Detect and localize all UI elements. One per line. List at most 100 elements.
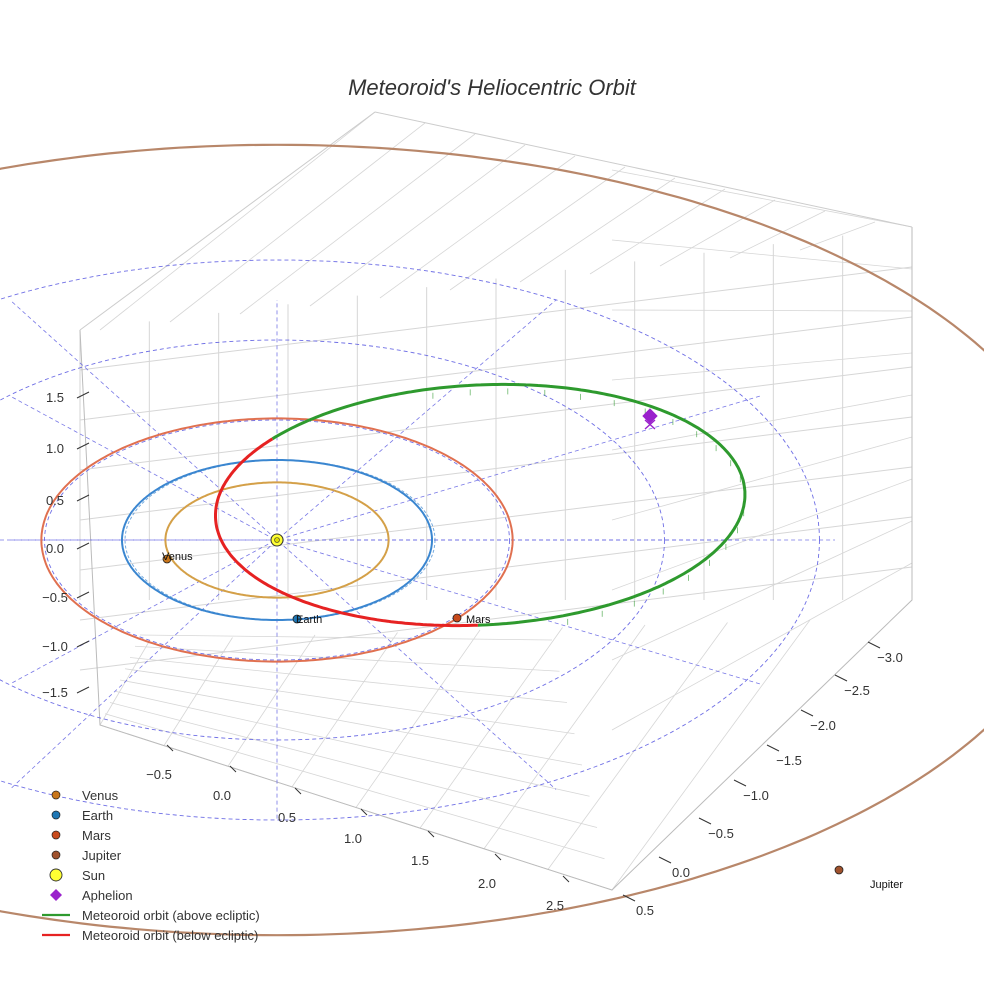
orbit-earth xyxy=(121,459,433,621)
aphelion-projection xyxy=(644,419,656,430)
grid-line xyxy=(611,352,913,381)
grid-line xyxy=(124,668,575,735)
venus-label: Venus xyxy=(162,551,193,563)
axis-edge xyxy=(374,111,913,228)
reference-spoke xyxy=(9,299,276,539)
y-tick-mark xyxy=(733,779,747,787)
legend-label: Meteoroid orbit (above ecliptic) xyxy=(82,908,260,923)
grid-line xyxy=(79,416,913,521)
grid-line xyxy=(611,520,913,661)
grid-line xyxy=(611,619,811,891)
x-tick-mark xyxy=(294,787,302,795)
legend-marker xyxy=(51,830,61,840)
z-tick-mark xyxy=(76,542,90,550)
mars-label: Mars xyxy=(466,614,491,626)
x-tick-mark xyxy=(427,830,435,838)
grid-line xyxy=(129,657,568,703)
mars-marker xyxy=(452,613,462,623)
earth-marker xyxy=(292,614,302,624)
grid-line xyxy=(79,366,913,471)
legend-label: Meteoroid orbit (below ecliptic) xyxy=(82,928,258,943)
reference-spoke xyxy=(9,395,275,540)
grid-line xyxy=(355,629,481,808)
sun-marker-core xyxy=(274,537,280,543)
legend: Venus Earth Mars Jupiter Sun Aphelion Meteoroi… xyxy=(42,788,260,943)
z-tick-mark xyxy=(76,442,90,450)
axis-box xyxy=(79,111,913,891)
grid-line xyxy=(547,622,728,870)
z-tick-mark xyxy=(76,391,90,399)
z-tick-label: −1.0 xyxy=(42,639,68,654)
x-tick-label: 1.5 xyxy=(411,853,429,868)
tick-labels: −1.5 −1.0 −0.5 0.0 0.5 1.0 1.5 −0.5 0.0 0.5 1.0 1.5… xyxy=(42,390,903,918)
legend-label: Aphelion xyxy=(82,888,133,903)
x-tick-label: 2.5 xyxy=(546,898,564,913)
grid-line xyxy=(104,713,605,860)
y-tick-label: −0.5 xyxy=(708,826,734,841)
y-tick-mark xyxy=(622,894,636,902)
grid-line xyxy=(134,645,560,672)
grid-line xyxy=(114,690,590,797)
x-tick-label: −0.5 xyxy=(146,767,172,782)
meteoroid-orbit-above xyxy=(271,382,747,627)
grid-line xyxy=(109,702,598,828)
x-tick-label: 2.0 xyxy=(478,876,496,891)
grid-line xyxy=(239,133,476,315)
x-tick-mark xyxy=(229,765,237,773)
grid-line xyxy=(611,169,913,228)
z-tick-label: 1.5 xyxy=(46,390,64,405)
jupiter-marker xyxy=(834,865,844,875)
legend-marker xyxy=(51,790,61,800)
grid-line xyxy=(611,562,913,731)
grid-line xyxy=(227,634,316,767)
x-tick-mark xyxy=(166,744,174,752)
legend-label: Venus xyxy=(82,788,119,803)
x-tick-mark xyxy=(494,853,502,861)
z-tick-mark xyxy=(76,686,90,694)
grid-line xyxy=(379,155,576,299)
y-tick-mark xyxy=(658,856,672,864)
markers: Venus Earth Mars Jupiter xyxy=(162,408,903,891)
grid-line xyxy=(483,624,646,849)
reference-spoke xyxy=(9,541,276,790)
x-tick-mark xyxy=(360,808,368,816)
orbit-venus xyxy=(164,481,390,599)
z-tick-mark xyxy=(76,640,90,648)
grid-line xyxy=(659,199,776,267)
planet-orbits xyxy=(0,143,984,937)
orbit-mars xyxy=(40,417,514,663)
grid-line xyxy=(291,632,398,788)
legend-marker xyxy=(51,810,61,820)
grid-line xyxy=(79,266,913,371)
earth-label: Earth xyxy=(296,614,322,626)
y-tick-label: 0.0 xyxy=(672,865,690,880)
x-tick-mark xyxy=(562,875,570,883)
reference-ring xyxy=(0,259,820,821)
axis-edge xyxy=(79,111,376,331)
venus-marker xyxy=(162,554,172,564)
x-tick-label: 0.0 xyxy=(213,788,231,803)
grid-line xyxy=(729,210,826,259)
meteoroid-orbit xyxy=(214,382,747,628)
grid-line xyxy=(309,144,526,307)
y-tick-mark xyxy=(800,709,814,717)
grid-line xyxy=(79,316,913,421)
jupiter-label: Jupiter xyxy=(870,879,903,891)
reference-spoke xyxy=(9,540,275,685)
aphelion-marker xyxy=(642,408,658,424)
grid-line xyxy=(611,436,913,521)
chart-title: Meteoroid's Heliocentric Orbit xyxy=(348,75,637,100)
y-tick-label: −2.0 xyxy=(810,718,836,733)
grid-line xyxy=(79,566,913,671)
y-tick-label: 0.5 xyxy=(636,903,654,918)
orbit-earth-trace xyxy=(124,459,436,621)
y-tick-mark xyxy=(698,817,712,825)
grid-line xyxy=(99,111,376,331)
grid-line xyxy=(519,177,676,283)
meteoroid-orbit-below xyxy=(214,437,478,628)
reference-spoke xyxy=(278,541,557,790)
legend-marker xyxy=(49,868,63,882)
grid-line xyxy=(449,166,626,291)
